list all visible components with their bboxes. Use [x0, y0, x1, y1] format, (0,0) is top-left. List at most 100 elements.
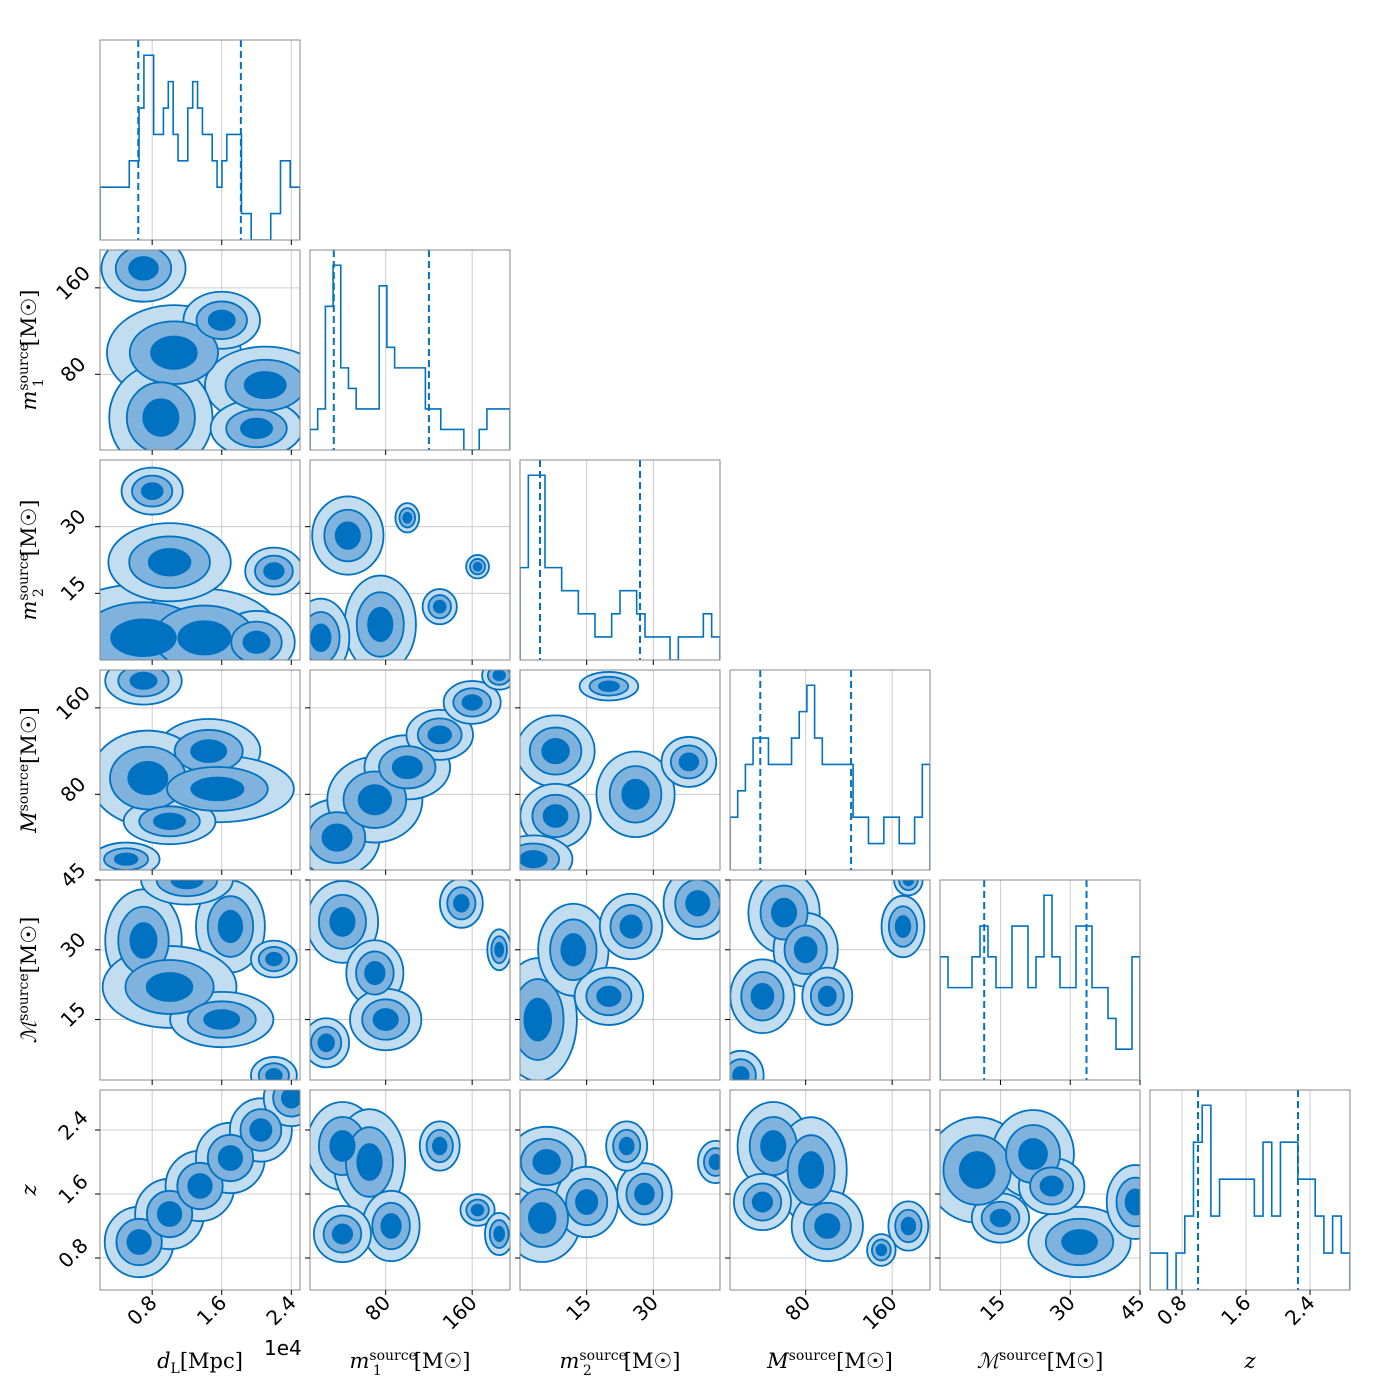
- density-contour: [127, 1230, 150, 1254]
- y-tick-label: 2.4: [53, 1105, 92, 1144]
- y-axis-label-z: z: [17, 1184, 41, 1197]
- density-contour: [151, 336, 197, 368]
- panel-M-dL: 80160: [51, 657, 300, 876]
- density-contour: [635, 1184, 654, 1205]
- density-contour: [428, 726, 451, 743]
- panel-m1-m1: [310, 250, 510, 455]
- x-tick-label: 1.6: [1216, 1291, 1255, 1330]
- x-tick-label: 15: [975, 1291, 1010, 1326]
- density-contour: [597, 987, 620, 1007]
- density-contour: [149, 549, 191, 576]
- density-contour: [472, 1205, 484, 1216]
- density-contour: [330, 1131, 354, 1161]
- x-tick-label: 160: [438, 1291, 482, 1335]
- density-contour: [188, 1174, 211, 1198]
- panel-z-M: 80 160: [725, 1090, 930, 1335]
- density-contour: [620, 915, 641, 937]
- density-contour: [333, 1224, 352, 1243]
- y-tick-label: 15: [56, 997, 91, 1032]
- density-contour: [815, 1214, 839, 1238]
- panel-m2-m2: [520, 460, 720, 665]
- panel-content: [940, 880, 1140, 1080]
- y-tick-label: 160: [51, 261, 95, 305]
- panel-frame: [520, 460, 720, 660]
- panel-frame: [1150, 1090, 1350, 1290]
- density-contour: [359, 785, 391, 814]
- density-contour: [524, 999, 551, 1041]
- label-unit: [M☉]: [624, 1349, 681, 1373]
- panel-content: [503, 1090, 733, 1290]
- x-axis-label-z: z: [1243, 1349, 1256, 1373]
- panel-content: [926, 1090, 1164, 1290]
- density-contour: [368, 608, 392, 641]
- density-contour: [462, 695, 481, 710]
- density-contour: [142, 483, 163, 499]
- label-sup: source: [579, 1348, 626, 1364]
- panel-M-m2: [494, 670, 720, 883]
- density-contour: [795, 937, 817, 962]
- label-sub: 1: [373, 1363, 382, 1379]
- density-contour: [209, 311, 235, 330]
- label-unit: [M☉]: [836, 1349, 893, 1373]
- density-contour: [761, 1131, 785, 1161]
- density-contour: [494, 1227, 504, 1241]
- density-contour: [357, 1144, 381, 1180]
- label-unit: [M☉]: [414, 1349, 471, 1373]
- panel-content: [303, 879, 511, 1080]
- density-contour: [158, 1202, 181, 1226]
- density-contour: [219, 1146, 242, 1170]
- density-contour: [772, 899, 796, 927]
- density-contour: [311, 624, 330, 651]
- density-contour: [520, 851, 547, 867]
- panel-content: [100, 855, 300, 1093]
- panel-dL-dL: [100, 40, 300, 245]
- histogram-step: [730, 685, 930, 870]
- panel-frame: [100, 40, 300, 240]
- density-contour: [374, 1009, 398, 1030]
- density-contour: [245, 372, 286, 398]
- density-contour: [115, 854, 138, 865]
- x-tick-label: 2.4: [261, 1291, 300, 1330]
- density-contour: [733, 1067, 749, 1084]
- panel-M-M: [730, 670, 930, 875]
- panel-content: [499, 867, 732, 1080]
- y-tick-label: 30: [56, 927, 91, 962]
- y-tick-label: 160: [51, 681, 95, 725]
- density-contour: [533, 1150, 560, 1174]
- density-contour: [1040, 1176, 1062, 1195]
- label-main: z: [17, 1184, 41, 1197]
- y-tick-label: 30: [56, 504, 91, 539]
- panel-content: [718, 865, 930, 1100]
- density-contour: [561, 934, 585, 965]
- panel-z-Mc: 15 30 45: [926, 1090, 1164, 1326]
- density-contour: [495, 943, 503, 957]
- label-unit: [M☉]: [17, 499, 41, 556]
- label-sub: 1: [31, 378, 47, 387]
- density-contour: [454, 895, 469, 912]
- panel-z-m1: 80 160: [305, 1090, 513, 1335]
- density-contour: [266, 953, 282, 966]
- label-main: d: [157, 1349, 170, 1373]
- density-contour: [433, 1138, 447, 1155]
- density-contour: [365, 962, 384, 984]
- panel-Mc-dL: 15 30 45: [56, 855, 300, 1093]
- label-sup: source: [16, 764, 32, 811]
- density-contour: [620, 1138, 634, 1155]
- density-contour: [178, 621, 230, 654]
- label-sub: 2: [583, 1363, 592, 1379]
- panel-content: [292, 460, 510, 677]
- y-tick-label: 45: [56, 858, 91, 893]
- panel-content: [520, 460, 720, 660]
- label-main: z: [1243, 1349, 1256, 1373]
- density-contour: [204, 1010, 239, 1029]
- panel-content: [90, 657, 300, 876]
- density-contour: [434, 601, 446, 613]
- x-tick-label: 2.4: [1280, 1291, 1319, 1330]
- label-sub: 2: [31, 588, 47, 597]
- density-contour: [381, 1214, 400, 1238]
- label-unit: [Mpc]: [180, 1349, 243, 1373]
- density-contour: [799, 1152, 823, 1188]
- histogram-step: [940, 895, 1140, 1080]
- density-contour: [330, 908, 354, 936]
- x-tick-label: 30: [628, 1291, 663, 1326]
